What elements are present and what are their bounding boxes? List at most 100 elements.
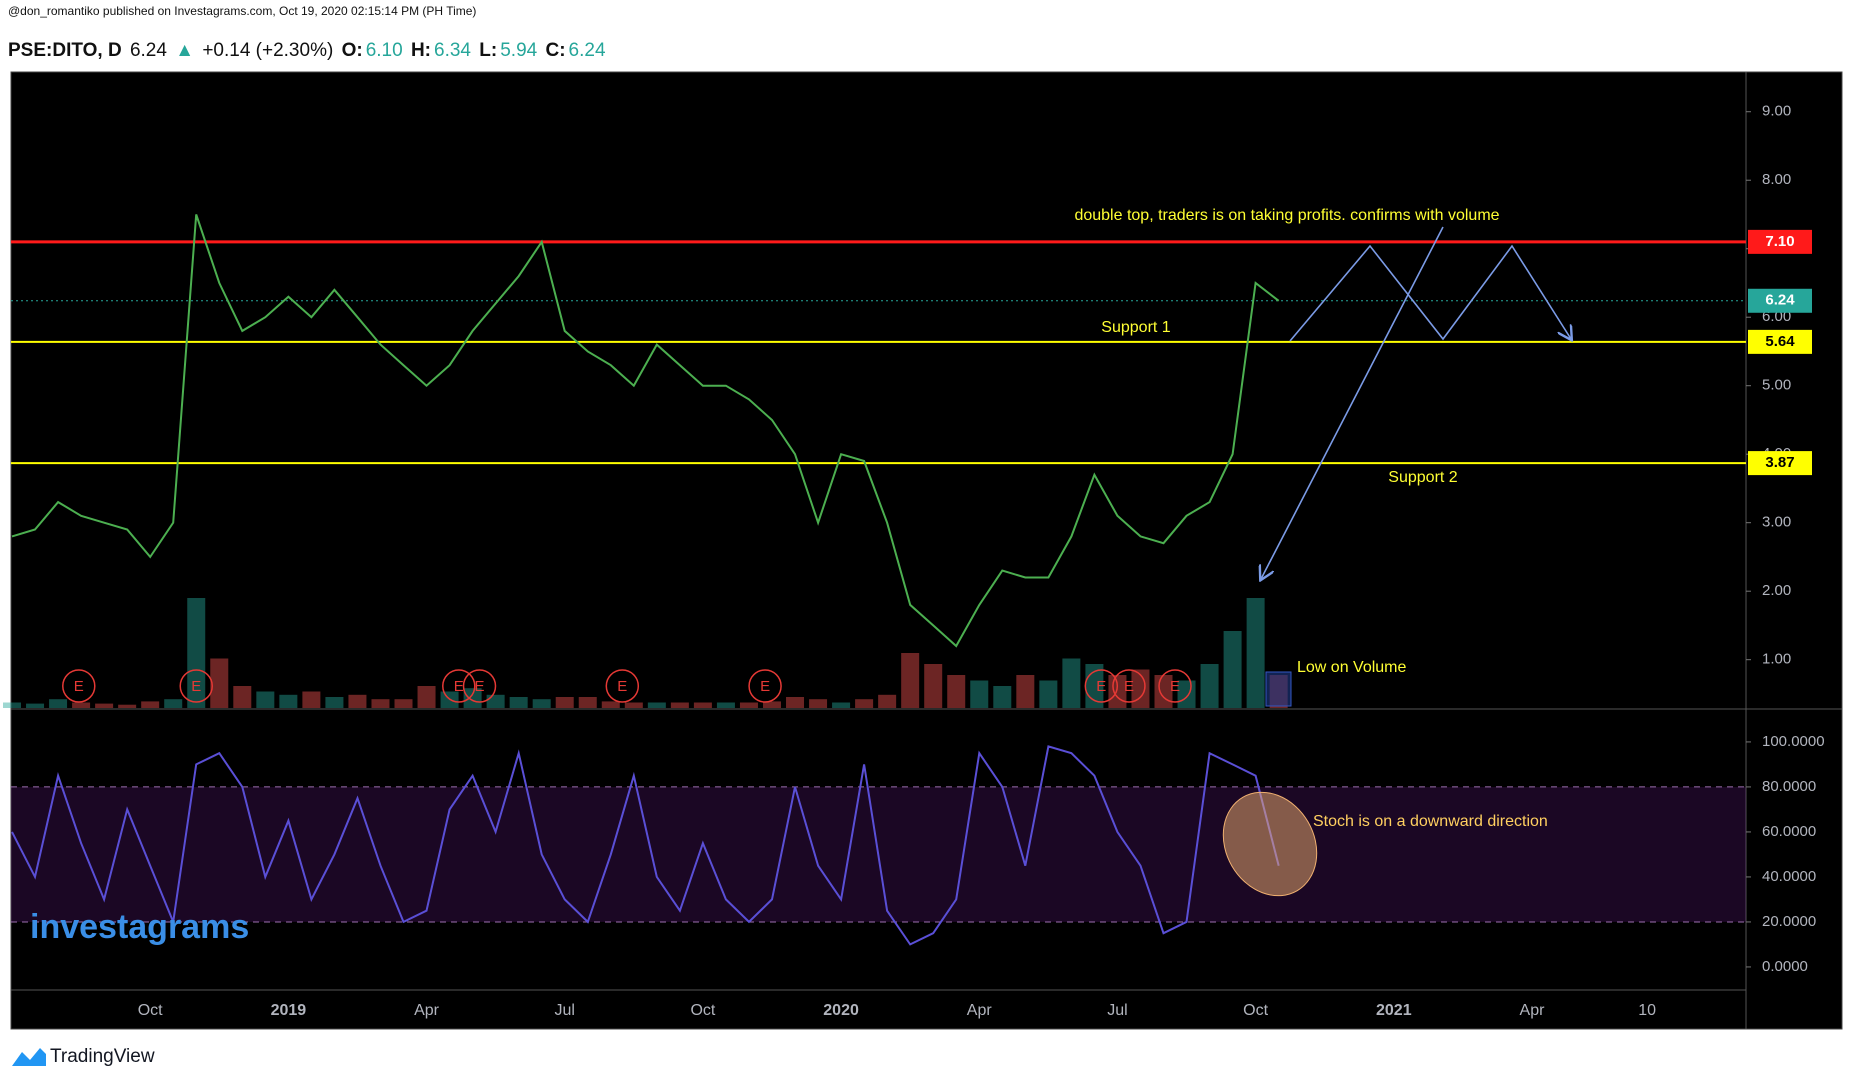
- volume-bar: [371, 699, 390, 708]
- tradingview-logo: [12, 1048, 46, 1066]
- projection-arrows: [1261, 226, 1571, 579]
- y-tick-label: 9.00: [1762, 103, 1791, 120]
- volume-bar: [716, 702, 735, 708]
- level-label: 6.24: [1765, 292, 1795, 309]
- volume-bar: [532, 699, 551, 708]
- annotation: Support 1: [1101, 319, 1170, 336]
- volume-bar: [578, 697, 597, 708]
- annotation: Low on Volume: [1297, 659, 1407, 676]
- level-tag: [1748, 229, 1812, 254]
- arrow: ▲: [175, 40, 195, 61]
- x-tick-label: Jul: [554, 1002, 574, 1019]
- event-label: E: [475, 678, 485, 695]
- volume-bar: [164, 699, 183, 708]
- annotation: double top, traders is on taking profits…: [1074, 207, 1499, 224]
- event-label: E: [1170, 678, 1180, 695]
- volume-bar: [95, 703, 114, 708]
- y-tick-label: 20.0000: [1762, 913, 1816, 930]
- volume-bar: [762, 701, 781, 708]
- x-tick-label: Oct: [690, 1002, 715, 1019]
- volume-bar: [1177, 680, 1196, 708]
- series-line: [11, 745, 1280, 946]
- x-tick-label: Apr: [967, 1002, 993, 1019]
- volume-bar: [624, 702, 643, 708]
- label: O:: [341, 40, 363, 61]
- event-marker: [179, 669, 213, 703]
- volume-bar: [1131, 669, 1150, 708]
- event-marker: [1112, 669, 1146, 703]
- volume-bar: [1062, 658, 1081, 708]
- volume-bar: [210, 658, 229, 708]
- volume-bar: [417, 686, 436, 708]
- volume-bar: [1223, 631, 1242, 708]
- volume-bar: [509, 697, 528, 708]
- event-label: E: [617, 678, 627, 695]
- x-tick-label: Apr: [1520, 1002, 1546, 1019]
- stoch-highlight: [1222, 791, 1318, 897]
- volume-bar: [141, 701, 160, 708]
- y-tick-label: 40.0000: [1762, 868, 1816, 885]
- volume-bar: [786, 697, 805, 708]
- event-marker: [748, 669, 782, 703]
- series-line: [11, 214, 1280, 648]
- y-tick-label: 0.0000: [1762, 958, 1808, 975]
- label: H:: [410, 40, 432, 61]
- volume-bar: [49, 699, 68, 708]
- volume-bar: [878, 694, 897, 708]
- level-tag: [1748, 288, 1812, 313]
- volume-bar: [1246, 598, 1265, 708]
- low-volume-box: [1265, 671, 1292, 707]
- level-label: 5.64: [1765, 333, 1795, 350]
- event-marker: [62, 669, 96, 703]
- volume-bar: [647, 702, 666, 708]
- event-label: E: [74, 678, 84, 695]
- volume-bar: [279, 694, 298, 708]
- event-label: E: [760, 678, 770, 695]
- annotation: Stoch is on a downward direction: [1313, 813, 1548, 830]
- event-label: E: [454, 678, 464, 695]
- event-marker: [462, 669, 497, 703]
- volume-bar: [601, 701, 620, 708]
- label: C:: [545, 40, 566, 61]
- volume-bar: [72, 702, 91, 708]
- annotation: Support 2: [1388, 469, 1457, 486]
- event-marker: [1158, 669, 1192, 703]
- volume-bar: [1200, 664, 1219, 708]
- event-label: E: [1096, 678, 1106, 695]
- y-tick-label: 1.00: [1762, 651, 1791, 668]
- volume-bar: [970, 680, 989, 708]
- symbol: PSE:DITO, D: [8, 40, 122, 61]
- volume-bar: [256, 691, 275, 708]
- volume-bar: [555, 697, 574, 708]
- x-tick-label: 2019: [271, 1002, 307, 1019]
- volume-bar: [1016, 675, 1035, 708]
- volume-bar: [118, 704, 137, 708]
- value: 6.10: [365, 40, 403, 61]
- x-tick-label: Oct: [138, 1002, 163, 1019]
- volume-bar: [670, 702, 689, 708]
- volume-bar: [809, 699, 828, 708]
- y-tick-label: 3.00: [1762, 514, 1791, 531]
- volume-bar: [302, 691, 321, 708]
- volume-bar: [855, 699, 874, 708]
- label: L:: [479, 40, 498, 61]
- volume-bar: [26, 703, 45, 708]
- footer: TradingView: [50, 1046, 155, 1067]
- y-tick-label: 5.00: [1762, 377, 1791, 394]
- volume-bar: [486, 694, 505, 708]
- volume-bar: [1039, 680, 1058, 708]
- volume-bar: [394, 699, 413, 708]
- volume-bar: [993, 686, 1012, 708]
- level-label: 7.10: [1765, 233, 1794, 250]
- volume-bar: [739, 702, 758, 708]
- event-marker: [442, 669, 476, 703]
- volume-bar: [187, 598, 206, 708]
- volume-bar: [924, 664, 943, 708]
- x-tick-label: 10: [1638, 1002, 1656, 1019]
- volume-bar: [901, 653, 920, 708]
- volume-bar: [832, 702, 851, 708]
- last-price: 6.24: [129, 40, 167, 61]
- y-tick-label: 100.0000: [1762, 733, 1825, 750]
